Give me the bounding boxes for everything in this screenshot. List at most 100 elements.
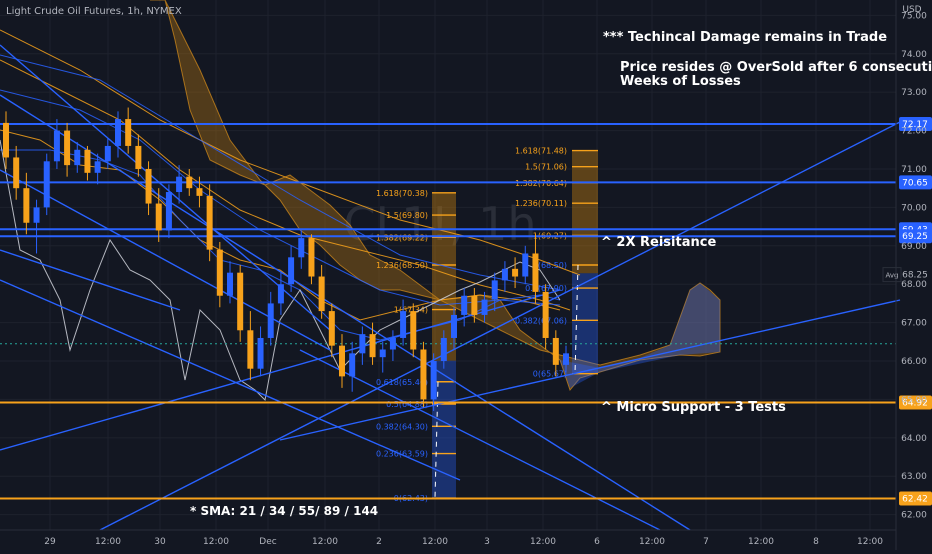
candle-body bbox=[542, 291, 549, 338]
x-tick-label: 12:00 bbox=[422, 537, 448, 547]
candle-body bbox=[94, 161, 101, 173]
x-tick-label: 8 bbox=[813, 537, 819, 547]
moving-average-line bbox=[0, 139, 561, 402]
fib-left-level-label: 1.236(68.50) bbox=[376, 261, 428, 270]
candle-body bbox=[206, 195, 213, 250]
candle-body bbox=[328, 311, 335, 346]
moving-average-line bbox=[0, 59, 571, 311]
candle-body bbox=[430, 361, 437, 400]
x-tick-label: 29 bbox=[44, 537, 56, 547]
y-tick-label: 73.00 bbox=[901, 88, 927, 98]
candle-body bbox=[471, 295, 478, 315]
x-tick-label: 12:00 bbox=[857, 537, 883, 547]
candle-body bbox=[43, 161, 50, 208]
candle-body bbox=[491, 280, 498, 300]
x-tick-label: 30 bbox=[154, 537, 166, 547]
candle-body bbox=[359, 334, 366, 354]
level-price-label: 72.17 bbox=[902, 120, 928, 130]
annotation-price-line2: Weeks of Losses bbox=[620, 74, 741, 89]
x-tick-label: 12:00 bbox=[748, 537, 774, 547]
y-tick-label: 72.00 bbox=[901, 127, 927, 137]
candle-body bbox=[64, 130, 71, 166]
level-price-tag bbox=[899, 491, 932, 506]
candle-body bbox=[257, 337, 264, 369]
trend-lines bbox=[0, 44, 901, 531]
candle-body bbox=[53, 130, 60, 162]
x-tick-label: 7 bbox=[703, 537, 709, 547]
fib-right-zone-lower bbox=[572, 273, 598, 374]
candle-body bbox=[451, 314, 457, 338]
x-tick-label: 12:00 bbox=[95, 537, 121, 547]
fib-right-level-label: 0.382(67.06) bbox=[515, 316, 567, 325]
y-tick-label: 64.00 bbox=[901, 434, 927, 444]
candle-body bbox=[501, 268, 508, 281]
candle-body bbox=[104, 145, 111, 162]
fib-right-zone-upper bbox=[572, 150, 598, 274]
fib-right-level-label: (68.50) bbox=[538, 261, 567, 270]
fib-right-level-label: 1.5(71.06) bbox=[525, 163, 567, 172]
candle-body bbox=[512, 268, 519, 277]
cloud-blue bbox=[560, 283, 720, 388]
candle-body bbox=[216, 249, 223, 296]
candle-body bbox=[247, 330, 254, 369]
trend-line bbox=[99, 121, 901, 531]
y-tick-label: 75.00 bbox=[901, 11, 927, 21]
level-price-tag bbox=[899, 395, 932, 410]
candle-body bbox=[84, 149, 91, 173]
candle-body bbox=[481, 299, 488, 315]
ichimoku-cloud bbox=[150, 0, 721, 392]
y-tick-label: 69.00 bbox=[901, 242, 927, 252]
fib-left-level-label: 0.382(64.30) bbox=[376, 422, 428, 431]
trend-line bbox=[0, 279, 461, 481]
level-price-label: 70.65 bbox=[902, 178, 928, 188]
candle-body bbox=[13, 157, 20, 189]
candle-body bbox=[440, 337, 447, 362]
candle-body bbox=[3, 122, 9, 158]
x-tick-label: 12:00 bbox=[203, 537, 229, 547]
candle-body bbox=[308, 238, 315, 277]
fib-left-level-label: 1.382(69.22) bbox=[376, 233, 428, 242]
candle-body bbox=[135, 145, 142, 169]
candle-body bbox=[74, 149, 81, 166]
x-tick-label: 12:00 bbox=[530, 537, 556, 547]
annotation-resistance: ^ 2X Reisitance bbox=[601, 235, 716, 250]
x-tick-label: 12:00 bbox=[639, 537, 665, 547]
candle-body bbox=[369, 334, 376, 358]
level-price-label: 69.25 bbox=[902, 232, 928, 242]
annotation-price-line1: Price resides @ OverSold after 6 consecu… bbox=[620, 60, 932, 75]
candle-body bbox=[277, 284, 284, 304]
y-tick-label: 62.00 bbox=[901, 511, 927, 521]
candle-body bbox=[389, 337, 396, 350]
trend-line bbox=[0, 289, 561, 451]
y-tick-label: 63.00 bbox=[901, 472, 927, 482]
y-tick-label: 70.00 bbox=[901, 203, 927, 213]
level-price-tag bbox=[899, 175, 932, 190]
fib-left-level-label: 1(67.34) bbox=[394, 306, 428, 315]
candle-body bbox=[186, 176, 193, 189]
candle-body bbox=[379, 349, 386, 358]
candle-body bbox=[176, 176, 183, 193]
candle-body bbox=[420, 349, 427, 400]
candle-body bbox=[33, 207, 40, 223]
fib-right-level-label: 1.618(71.48) bbox=[515, 147, 567, 156]
annotation-sma: * SMA: 21 / 34 / 55/ 89 / 144 bbox=[190, 504, 378, 518]
candle-body bbox=[23, 188, 30, 223]
candle-body bbox=[288, 257, 295, 285]
level-price-label: 62.42 bbox=[902, 495, 928, 505]
candle-body bbox=[400, 311, 407, 338]
candle-body bbox=[410, 311, 417, 350]
candle-body bbox=[227, 272, 233, 296]
trend-line bbox=[0, 94, 691, 531]
x-tick-label: Dec bbox=[259, 537, 276, 547]
candle-body bbox=[165, 192, 172, 231]
y-tick-label: 67.00 bbox=[901, 319, 927, 329]
candle-body bbox=[298, 238, 305, 258]
trend-line bbox=[279, 299, 901, 441]
trend-line bbox=[0, 249, 181, 311]
y-tick-label: 74.00 bbox=[901, 50, 927, 60]
trend-line bbox=[0, 44, 331, 331]
fib-left-level-label: 0.618(65.46) bbox=[376, 378, 428, 387]
